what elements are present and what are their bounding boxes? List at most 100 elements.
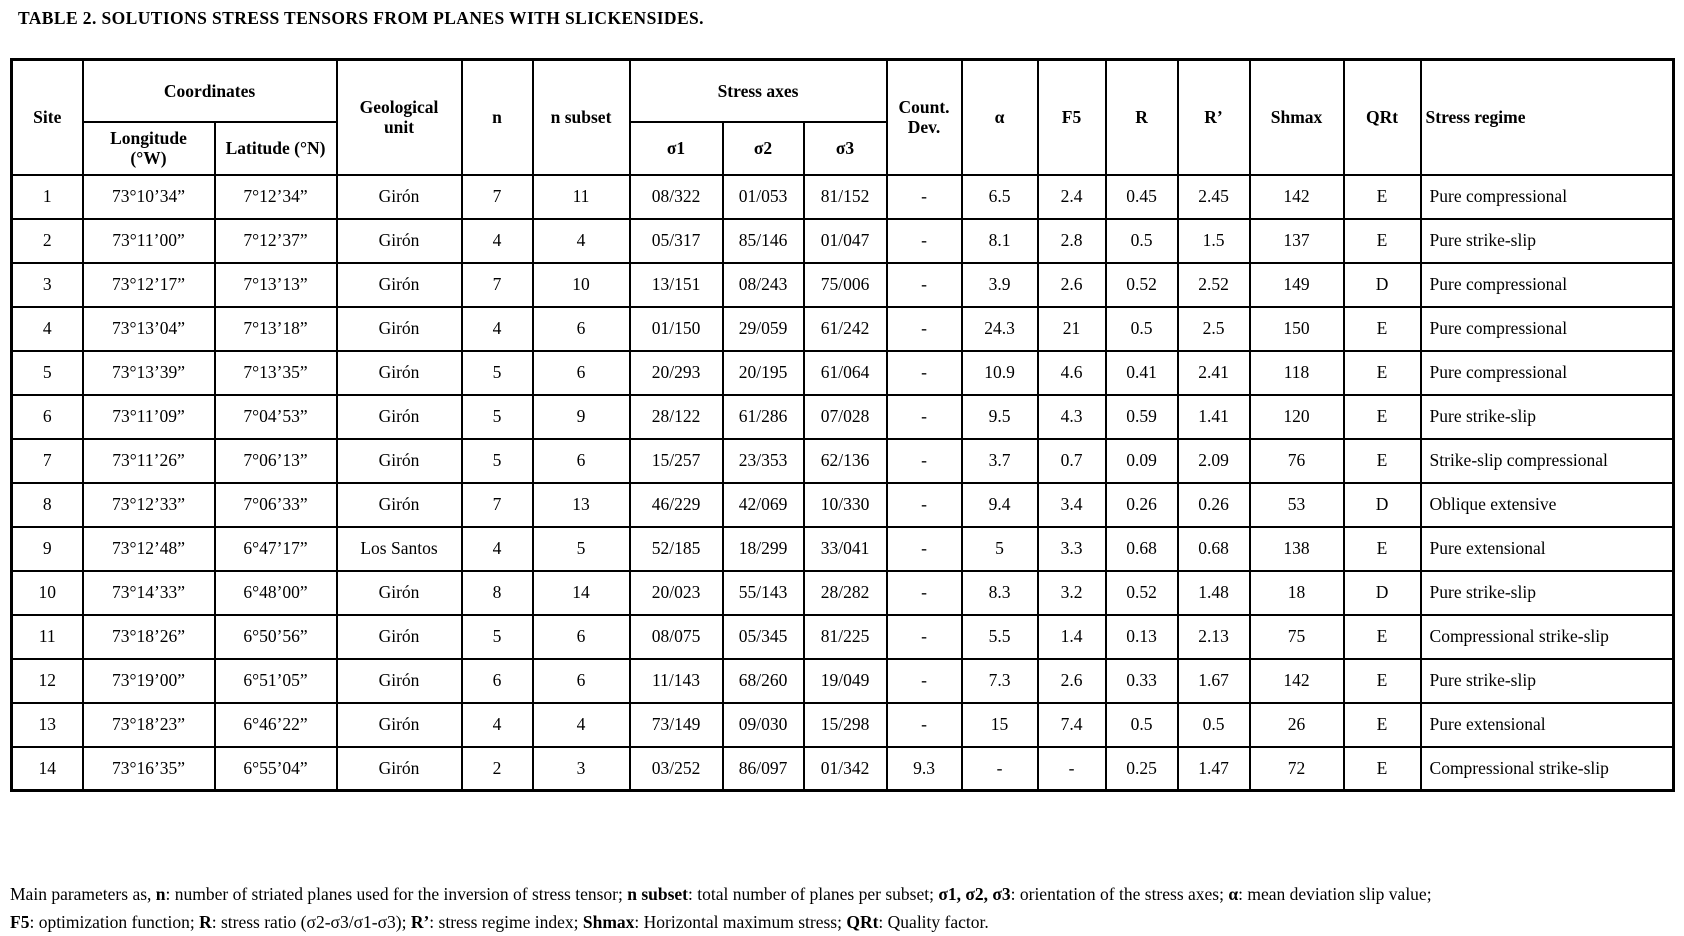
cell-f5: 21 — [1036, 305, 1107, 352]
cell-count_dev: - — [885, 349, 963, 396]
cell-sigma3: 07/028 — [802, 393, 888, 440]
cell-sigma2: 55/143 — [721, 569, 805, 616]
cell-n_subset: 6 — [531, 657, 631, 704]
cell-n: 5 — [460, 393, 534, 440]
cell-stress_regime: Pure compressional — [1419, 173, 1675, 220]
cell-n: 7 — [460, 261, 534, 308]
table-row: 9 73°12’48” 6°47’17” Los Santos 4 5 52/185 18/2… — [10, 525, 1675, 572]
table-header: Site Coordinates Geological unit n n sub… — [10, 58, 1675, 176]
cell-r_prime: 1.47 — [1176, 745, 1251, 792]
cell-n_subset: 4 — [531, 701, 631, 748]
col-header-stress-regime: Stress regime — [1419, 58, 1675, 176]
cell-geological_unit: Girón — [335, 349, 463, 396]
cell-longitude: 73°12’17” — [81, 261, 216, 308]
cell-longitude: 73°18’23” — [81, 701, 216, 748]
table-title: TABLE 2. SOLUTIONS STRESS TENSORS FROM P… — [18, 8, 704, 28]
cell-f5: 0.7 — [1036, 437, 1107, 484]
cell-stress_regime: Pure extensional — [1419, 701, 1675, 748]
cell-alpha: 10.9 — [960, 349, 1039, 396]
cell-stress_regime: Strike-slip compressional — [1419, 437, 1675, 484]
cell-alpha: 6.5 — [960, 173, 1039, 220]
cell-r: 0.13 — [1104, 613, 1179, 660]
cell-sigma2: 42/069 — [721, 481, 805, 528]
cell-sigma2: 61/286 — [721, 393, 805, 440]
cell-r_prime: 2.45 — [1176, 173, 1251, 220]
cell-n: 2 — [460, 745, 534, 792]
cell-count_dev: - — [885, 437, 963, 484]
col-header-site: Site — [10, 58, 84, 176]
cell-alpha: 24.3 — [960, 305, 1039, 352]
cell-n: 5 — [460, 437, 534, 484]
cell-n: 5 — [460, 613, 534, 660]
col-header-longitude: Longitude (°W) — [81, 120, 216, 176]
cell-sigma3: 33/041 — [802, 525, 888, 572]
cell-qrt: D — [1342, 569, 1422, 616]
cell-site: 13 — [10, 701, 84, 748]
cell-qrt: E — [1342, 349, 1422, 396]
cell-count_dev: - — [885, 305, 963, 352]
footnote-line: F5: optimization function; R: stress rat… — [10, 912, 989, 932]
cell-sigma2: 08/243 — [721, 261, 805, 308]
cell-f5: 2.4 — [1036, 173, 1107, 220]
cell-n: 4 — [460, 217, 534, 264]
cell-longitude: 73°13’39” — [81, 349, 216, 396]
cell-r: 0.26 — [1104, 481, 1179, 528]
cell-sigma1: 20/293 — [628, 349, 724, 396]
cell-f5: 4.6 — [1036, 349, 1107, 396]
cell-latitude: 6°55’04” — [213, 745, 338, 792]
cell-shmax: 149 — [1248, 261, 1345, 308]
cell-stress_regime: Pure strike-slip — [1419, 569, 1675, 616]
cell-n_subset: 6 — [531, 349, 631, 396]
footnote-line: Main parameters as, n: number of striate… — [10, 884, 1432, 904]
cell-geological_unit: Girón — [335, 173, 463, 220]
cell-sigma2: 29/059 — [721, 305, 805, 352]
cell-r_prime: 0.26 — [1176, 481, 1251, 528]
cell-r: 0.52 — [1104, 261, 1179, 308]
cell-sigma1: 01/150 — [628, 305, 724, 352]
cell-qrt: D — [1342, 261, 1422, 308]
cell-n_subset: 3 — [531, 745, 631, 792]
cell-latitude: 7°13’13” — [213, 261, 338, 308]
cell-alpha: 7.3 — [960, 657, 1039, 704]
cell-n: 6 — [460, 657, 534, 704]
cell-qrt: E — [1342, 525, 1422, 572]
col-header-coordinates: Coordinates — [81, 58, 338, 123]
cell-alpha: 9.4 — [960, 481, 1039, 528]
cell-r_prime: 2.13 — [1176, 613, 1251, 660]
cell-sigma2: 20/195 — [721, 349, 805, 396]
col-header-alpha: α — [960, 58, 1039, 176]
cell-alpha: 15 — [960, 701, 1039, 748]
cell-shmax: 76 — [1248, 437, 1345, 484]
cell-latitude: 6°47’17” — [213, 525, 338, 572]
cell-r_prime: 1.41 — [1176, 393, 1251, 440]
cell-r: 0.59 — [1104, 393, 1179, 440]
cell-sigma3: 28/282 — [802, 569, 888, 616]
cell-shmax: 18 — [1248, 569, 1345, 616]
cell-r: 0.45 — [1104, 173, 1179, 220]
cell-longitude: 73°12’33” — [81, 481, 216, 528]
cell-n_subset: 14 — [531, 569, 631, 616]
cell-geological_unit: Girón — [335, 437, 463, 484]
cell-r_prime: 2.41 — [1176, 349, 1251, 396]
cell-sigma1: 73/149 — [628, 701, 724, 748]
cell-shmax: 53 — [1248, 481, 1345, 528]
cell-sigma2: 01/053 — [721, 173, 805, 220]
cell-alpha: 5.5 — [960, 613, 1039, 660]
cell-shmax: 118 — [1248, 349, 1345, 396]
cell-sigma3: 10/330 — [802, 481, 888, 528]
cell-f5: 4.3 — [1036, 393, 1107, 440]
cell-count_dev: - — [885, 217, 963, 264]
col-header-f5: F5 — [1036, 58, 1107, 176]
cell-count_dev: 9.3 — [885, 745, 963, 792]
cell-qrt: E — [1342, 217, 1422, 264]
cell-longitude: 73°11’26” — [81, 437, 216, 484]
cell-site: 14 — [10, 745, 84, 792]
table-row: 5 73°13’39” 7°13’35” Girón 5 6 20/293 20/195 61/… — [10, 349, 1675, 396]
table-row: 3 73°12’17” 7°13’13” Girón 7 10 13/151 08/243 75… — [10, 261, 1675, 308]
cell-count_dev: - — [885, 525, 963, 572]
cell-longitude: 73°11’00” — [81, 217, 216, 264]
cell-sigma2: 18/299 — [721, 525, 805, 572]
cell-f5: 3.3 — [1036, 525, 1107, 572]
cell-n: 4 — [460, 525, 534, 572]
